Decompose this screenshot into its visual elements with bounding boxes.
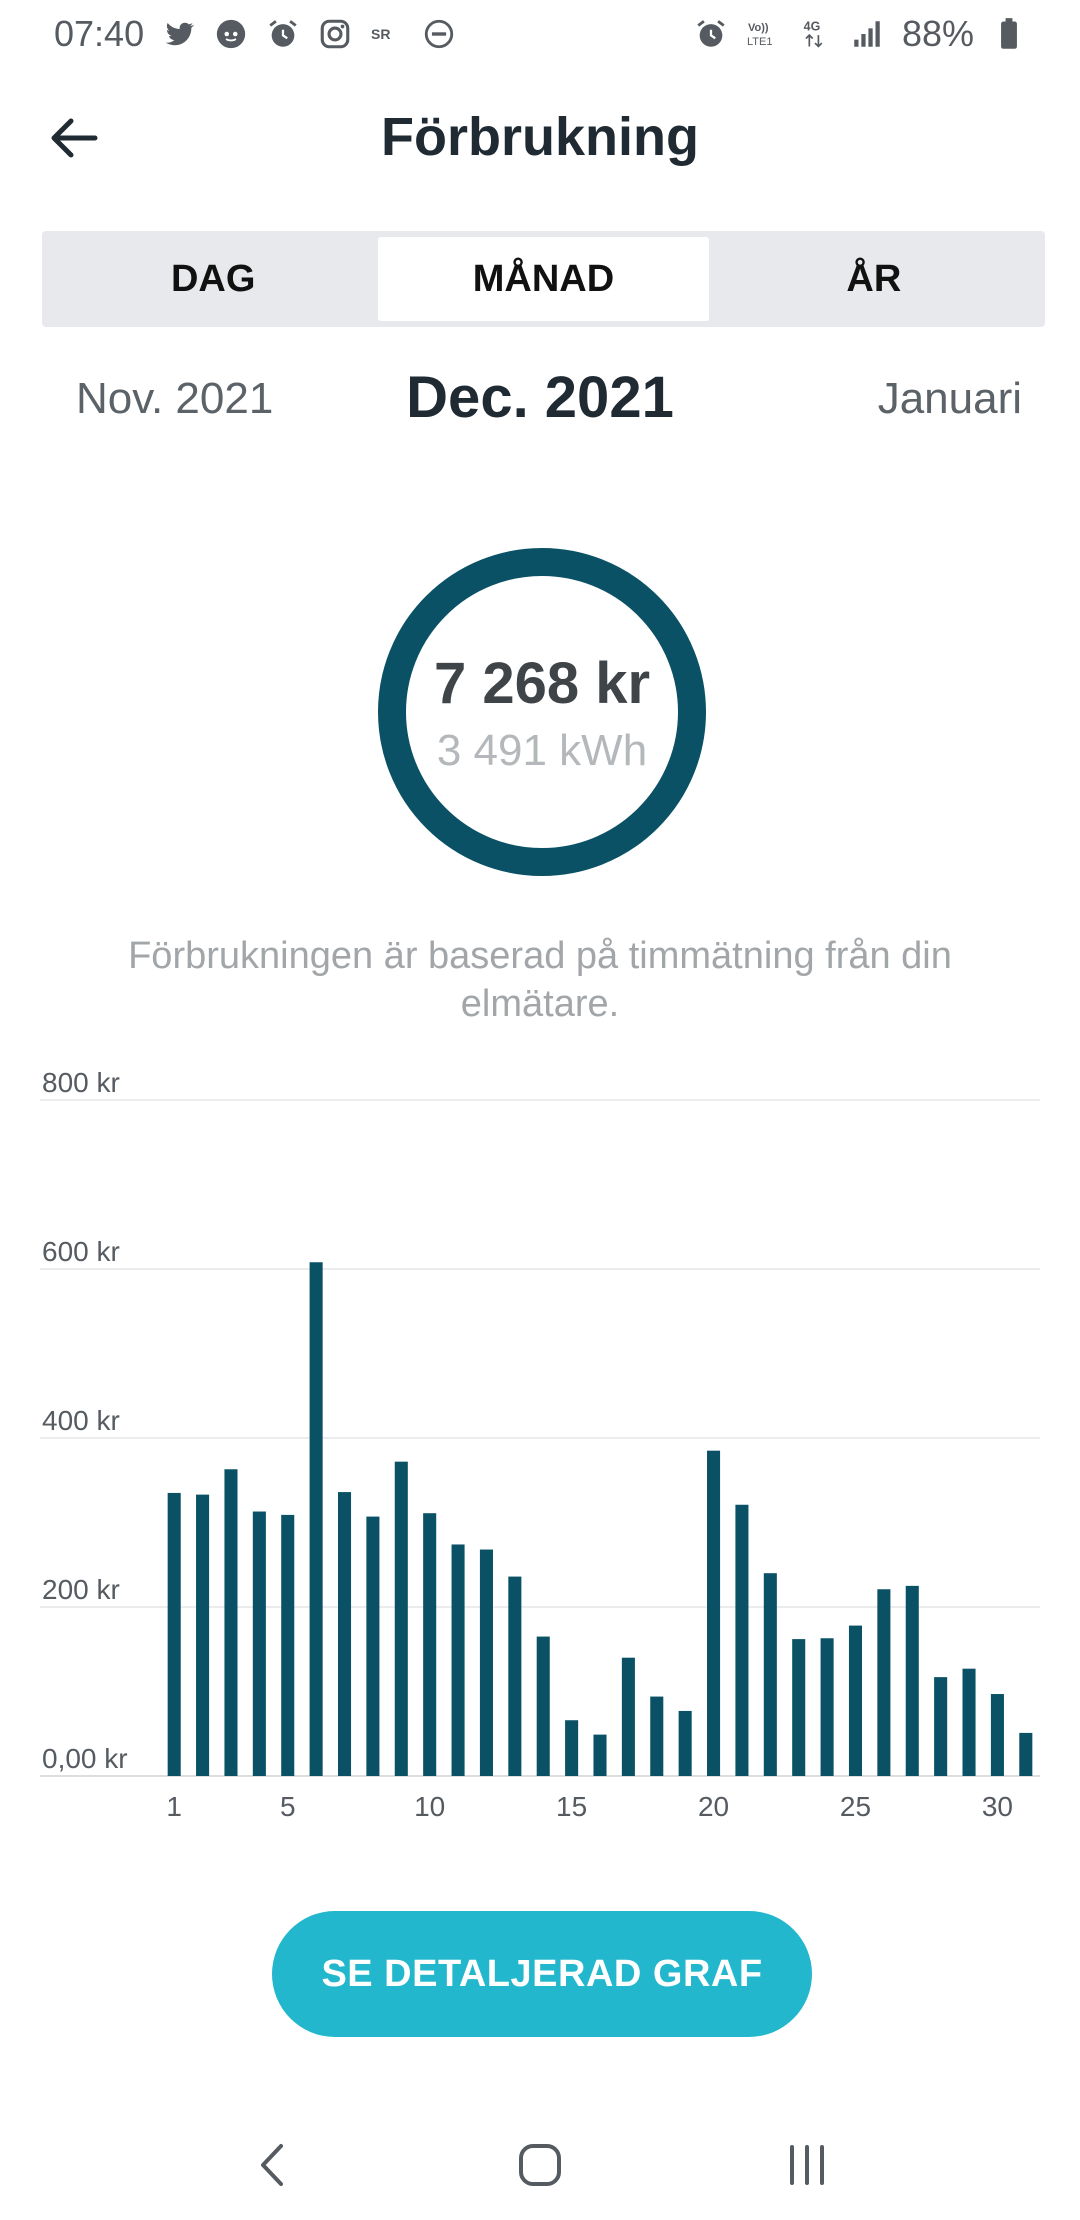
alarm-icon — [266, 17, 300, 51]
bar-day-28[interactable] — [934, 1677, 948, 1776]
svg-text:Vo)): Vo)) — [748, 22, 769, 34]
total-amount: 7 268 kr — [433, 651, 651, 716]
nav-back-button[interactable] — [238, 2130, 308, 2200]
y-tick-label: 600 kr — [42, 1236, 120, 1267]
alarm-icon — [694, 17, 728, 51]
bar-day-25[interactable] — [848, 1625, 863, 1776]
bar-day-21[interactable] — [735, 1504, 749, 1776]
page-title: Förbrukning — [381, 107, 699, 167]
back-button[interactable] — [40, 108, 108, 168]
bar-day-29[interactable] — [962, 1668, 976, 1776]
sr-icon: SR — [370, 17, 404, 51]
bar-day-15[interactable] — [565, 1720, 579, 1776]
bar-day-2[interactable] — [196, 1494, 210, 1776]
x-tick-label: 15 — [556, 1791, 587, 1822]
bar-day-9[interactable] — [394, 1461, 408, 1776]
4g-icon: 4G — [798, 17, 832, 51]
status-bar: 07:40 SR Vo)) LTE1 4G 88 — [0, 0, 1080, 68]
bar-day-5[interactable] — [281, 1514, 295, 1776]
period-tabs: DAG MÅNAD ÅR — [42, 231, 1045, 327]
instagram-icon — [318, 17, 352, 51]
x-tick-label: 30 — [982, 1791, 1013, 1822]
y-tick-label: 0,00 kr — [42, 1743, 128, 1774]
summary-ring: 7 268 kr 3 491 kWh — [376, 546, 708, 878]
bar-day-10[interactable] — [423, 1513, 437, 1776]
bar-day-16[interactable] — [593, 1734, 607, 1776]
volte-icon: Vo)) LTE1 — [746, 17, 780, 51]
month-navigation: Dec. 2021 Nov. 2021 Januari — [0, 360, 1080, 450]
battery-percent: 88% — [901, 13, 974, 54]
y-tick-label: 800 kr — [42, 1067, 120, 1098]
bar-day-11[interactable] — [451, 1544, 465, 1776]
svg-text:LTE1: LTE1 — [747, 36, 772, 48]
previous-month-button[interactable]: Nov. 2021 — [76, 374, 274, 423]
x-tick-label: 20 — [698, 1791, 729, 1822]
tab-manad[interactable]: MÅNAD — [378, 237, 709, 321]
current-month: Dec. 2021 — [406, 365, 674, 430]
bar-day-8[interactable] — [366, 1516, 380, 1776]
detailed-graph-button[interactable]: SE DETALJERAD GRAF — [272, 1911, 812, 2037]
status-right: Vo)) LTE1 4G 88% — [694, 13, 1026, 55]
battery-icon — [992, 17, 1026, 51]
next-month-button[interactable]: Januari — [877, 374, 1022, 423]
bar-day-31[interactable] — [1019, 1732, 1033, 1776]
total-energy: 3 491 kWh — [436, 726, 648, 775]
recents-icon — [789, 2145, 824, 2185]
bar-day-24[interactable] — [820, 1638, 834, 1776]
bar-day-14[interactable] — [536, 1636, 550, 1776]
tab-dag[interactable]: DAG — [170, 257, 256, 300]
bar-day-20[interactable] — [707, 1450, 721, 1776]
consumption-chart: 0,00 kr 200 kr 400 kr 600 kr 800 kr 1 5 10 15 20 2… — [0, 1060, 1080, 1840]
x-tick-label: 5 — [280, 1791, 296, 1822]
status-time: 07:40 — [54, 13, 145, 54]
bar-day-13[interactable] — [508, 1576, 522, 1776]
bar-day-18[interactable] — [650, 1696, 664, 1776]
bar-day-23[interactable] — [792, 1639, 806, 1776]
tab-ar[interactable]: ÅR — [846, 257, 902, 300]
bar-day-4[interactable] — [252, 1511, 266, 1776]
bar-day-6[interactable] — [309, 1262, 323, 1776]
chevron-left-icon — [261, 2144, 284, 2186]
x-tick-label: 1 — [166, 1791, 182, 1822]
bar-day-1[interactable] — [167, 1492, 181, 1776]
info-text: Förbrukningen är baserad på timmätning f… — [128, 935, 952, 1025]
bar-day-19[interactable] — [678, 1710, 692, 1776]
home-icon — [518, 2144, 561, 2186]
x-tick-label: 25 — [840, 1791, 871, 1822]
system-nav-bar — [0, 2110, 1080, 2220]
bar-day-3[interactable] — [224, 1469, 238, 1776]
do-not-disturb-icon — [422, 17, 456, 51]
bar-day-7[interactable] — [337, 1492, 352, 1776]
bar-day-30[interactable] — [990, 1694, 1004, 1776]
bar-day-17[interactable] — [621, 1657, 635, 1776]
app-header: Förbrukning — [0, 92, 1080, 182]
bar-day-27[interactable] — [905, 1585, 919, 1776]
back-arrow-icon — [51, 118, 98, 158]
y-tick-label: 200 kr — [42, 1574, 120, 1605]
nav-home-button[interactable] — [505, 2130, 575, 2200]
signal-icon — [850, 17, 884, 51]
status-left: 07:40 SR — [54, 13, 456, 55]
svg-text:4G: 4G — [804, 20, 821, 34]
bar-day-26[interactable] — [877, 1589, 891, 1776]
bar-day-22[interactable] — [763, 1573, 777, 1776]
svg-text:SR: SR — [371, 26, 390, 42]
nav-recents-button[interactable] — [772, 2130, 842, 2200]
reddit-icon — [214, 17, 248, 51]
ring-graphic — [378, 548, 706, 876]
bar-day-12[interactable] — [479, 1549, 493, 1776]
y-tick-label: 400 kr — [42, 1405, 120, 1436]
x-tick-label: 10 — [414, 1791, 445, 1822]
twitter-icon — [162, 17, 196, 51]
